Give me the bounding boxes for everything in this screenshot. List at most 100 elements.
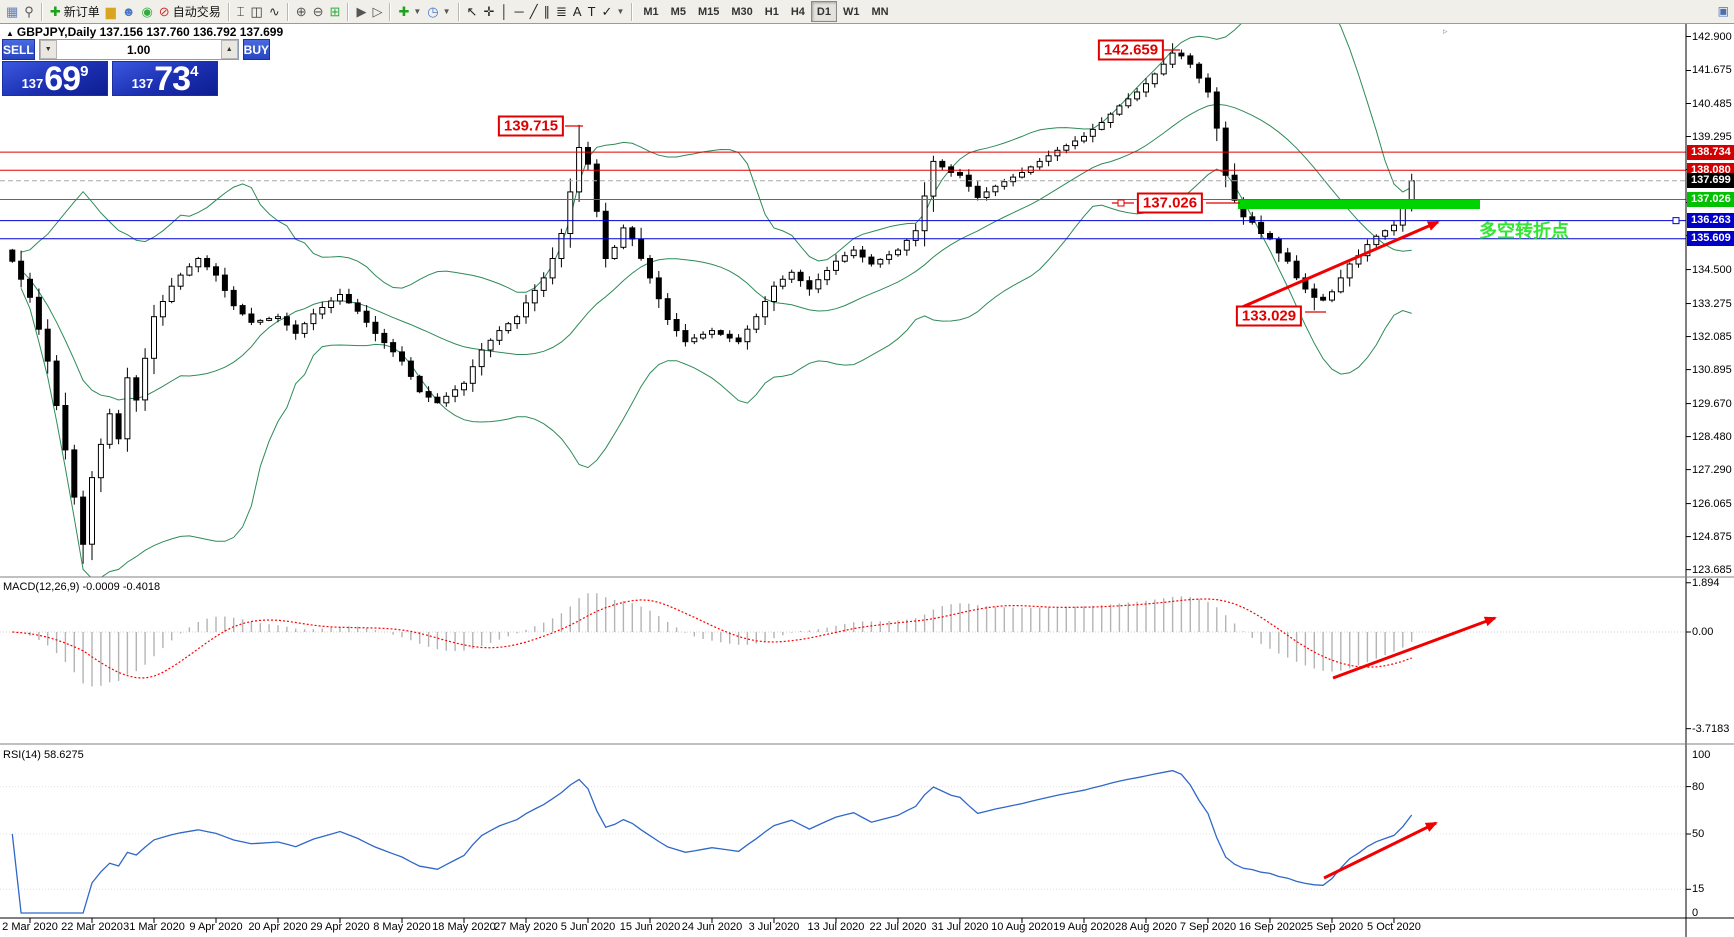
chinese-annotation-text[interactable]: 多空转折点 — [1479, 221, 1569, 241]
bar-chart-icon: ⌶ — [236, 4, 245, 19]
signals-button[interactable]: ◉ — [138, 2, 155, 22]
label-icon: T — [587, 4, 596, 19]
add-indicator-button[interactable]: ✚ ▼ — [395, 2, 424, 22]
channel-icon: ∥ — [543, 4, 551, 19]
deposit-icon: ▆ — [105, 4, 116, 19]
date-axis-label: 8 May 2020 — [373, 921, 431, 933]
volume-decrease-button[interactable]: ▼ — [39, 40, 57, 59]
price-axis-tick-label: 134.500 — [1692, 263, 1732, 276]
macd-axis-tick-label: 1.894 — [1692, 576, 1720, 589]
macd-indicator-label: MACD(12,26,9) -0.0009 -0.4018 — [3, 581, 161, 593]
chart-shift-icon: ▷ — [372, 4, 383, 19]
trendline-icon: ╱ — [529, 4, 538, 19]
chart-shift-button[interactable]: ▷ — [369, 2, 385, 22]
account-icon: ☻ — [121, 4, 136, 19]
date-axis-label: 18 May 2020 — [432, 921, 496, 933]
line-chart-button[interactable]: ∿ — [266, 2, 283, 22]
price-tag-136.263: 136.263 — [1687, 213, 1734, 229]
deposit-button[interactable]: ▆ — [103, 2, 119, 22]
price-axis-tick-label: 139.295 — [1692, 130, 1732, 143]
date-axis-label: 9 Apr 2020 — [189, 921, 243, 933]
date-axis-label: 31 Jul 2020 — [931, 921, 989, 933]
toolbar-right-icon[interactable]: ▣ — [1717, 4, 1729, 18]
new-order-label: 新订单 — [63, 5, 100, 19]
shapes-button[interactable]: ✓ ▼ — [599, 2, 628, 22]
timeframe-m1[interactable]: M1 — [643, 5, 659, 18]
sell-price-button[interactable]: 137 69 9 — [2, 61, 108, 96]
vertical-line-icon: │ — [500, 4, 509, 19]
timeframe-m30[interactable]: M30 — [731, 5, 753, 18]
cursor-button[interactable]: ↖ — [464, 2, 481, 22]
timeframe-m15[interactable]: M15 — [697, 5, 720, 18]
buy-price-pips: 73 — [154, 60, 191, 98]
new-order-button[interactable]: ✚ 新订单 — [47, 2, 103, 22]
text-icon: A — [572, 4, 582, 19]
buy-price-button[interactable]: 137 73 4 — [112, 61, 218, 96]
buy-button[interactable]: BUY — [242, 39, 271, 60]
price-axis-tick-label: 126.065 — [1692, 497, 1732, 510]
account-button[interactable]: ☻ — [119, 2, 139, 22]
zoom-out-button[interactable]: ⊖ — [310, 2, 327, 22]
price-axis-tick-label: 130.895 — [1692, 363, 1732, 376]
date-axis-label: 16 Sep 2020 — [1238, 921, 1302, 933]
candlestick-chart-button[interactable]: ◫ — [248, 2, 266, 22]
rsi-axis-tick-label: 0 — [1692, 907, 1699, 919]
timeframe-h4[interactable]: H4 — [790, 5, 805, 18]
dropdown-arrow-icon: ▼ — [616, 7, 625, 16]
toolbar-separator — [40, 2, 43, 21]
price-axis-tick-label: 141.675 — [1692, 64, 1732, 77]
date-axis-label: 28 Aug 2020 — [1115, 921, 1177, 933]
price-axis-tick-label: 124.875 — [1692, 530, 1732, 543]
price-annotation-box[interactable]: 133.029 — [1235, 305, 1303, 327]
price-annotation-box[interactable]: 142.659 — [1097, 39, 1165, 61]
date-axis-label: 20 Apr 2020 — [248, 921, 308, 933]
date-axis-label: 5 Oct 2020 — [1367, 921, 1421, 933]
volume-increase-button[interactable]: ▲ — [220, 40, 238, 59]
horizontal-line-button[interactable]: ─ — [511, 2, 526, 22]
label-button[interactable]: T — [585, 2, 599, 22]
zoom-in-button[interactable]: ⊕ — [293, 2, 310, 22]
sell-price-point: 9 — [80, 63, 89, 80]
chart-window-button[interactable]: ▦ — [3, 2, 21, 22]
sell-price-big-figure: 137 — [21, 76, 44, 91]
price-annotation-box[interactable]: 139.715 — [497, 115, 565, 137]
fibonacci-button[interactable]: ≣ — [553, 2, 570, 22]
vertical-line-button[interactable]: │ — [497, 2, 511, 22]
rsi-axis-tick-label: 80 — [1692, 780, 1705, 793]
toolbar-separator — [457, 2, 460, 21]
trendline-button[interactable]: ╱ — [527, 2, 541, 22]
timeframe-w1[interactable]: W1 — [842, 5, 860, 18]
period-button[interactable]: ◷ ▼ — [424, 2, 453, 22]
text-button[interactable]: A — [570, 2, 585, 22]
sell-button[interactable]: SELL — [2, 39, 35, 60]
toolbar-separator — [631, 2, 634, 21]
toolbar-separator — [389, 2, 392, 21]
line-chart-icon: ∿ — [268, 4, 280, 19]
volume-input[interactable] — [56, 40, 221, 59]
channel-button[interactable]: ∥ — [541, 2, 554, 22]
auto-scroll-icon: ▶ — [356, 4, 367, 19]
candlestick-chart-icon: ◫ — [250, 4, 263, 19]
search-button[interactable]: ⚲ — [21, 2, 37, 22]
timeframe-mn[interactable]: MN — [871, 5, 889, 18]
date-axis-label: 5 Jun 2020 — [560, 921, 616, 933]
timeframe-h1[interactable]: H1 — [764, 5, 779, 18]
price-annotation-box[interactable]: 137.026 — [1136, 192, 1204, 214]
date-axis-label: 3 Jul 2020 — [748, 921, 800, 933]
rsi-indicator-label: RSI(14) 58.6275 — [3, 749, 84, 761]
sell-price-pips: 69 — [44, 60, 81, 98]
autotrading-button[interactable]: ⊘ 自动交易 — [156, 2, 224, 22]
timeframe-d1[interactable]: D1 — [810, 1, 837, 22]
crosshair-button[interactable]: ✛ — [480, 2, 497, 22]
bar-chart-button[interactable]: ⌶ — [234, 2, 248, 22]
auto-scroll-button[interactable]: ▶ — [353, 2, 369, 22]
toolbar-separator — [286, 2, 289, 21]
add-indicator-icon: ✚ — [398, 4, 410, 19]
timeframe-m5[interactable]: M5 — [670, 5, 686, 18]
fibonacci-icon: ≣ — [556, 4, 567, 19]
chart-end-marker-icon: ▹ — [1443, 26, 1448, 36]
macd-axis-tick-label: -3.7183 — [1692, 722, 1730, 735]
tile-windows-button[interactable]: ⊞ — [327, 2, 344, 22]
volume-control: ▼ ▲ — [38, 39, 239, 60]
